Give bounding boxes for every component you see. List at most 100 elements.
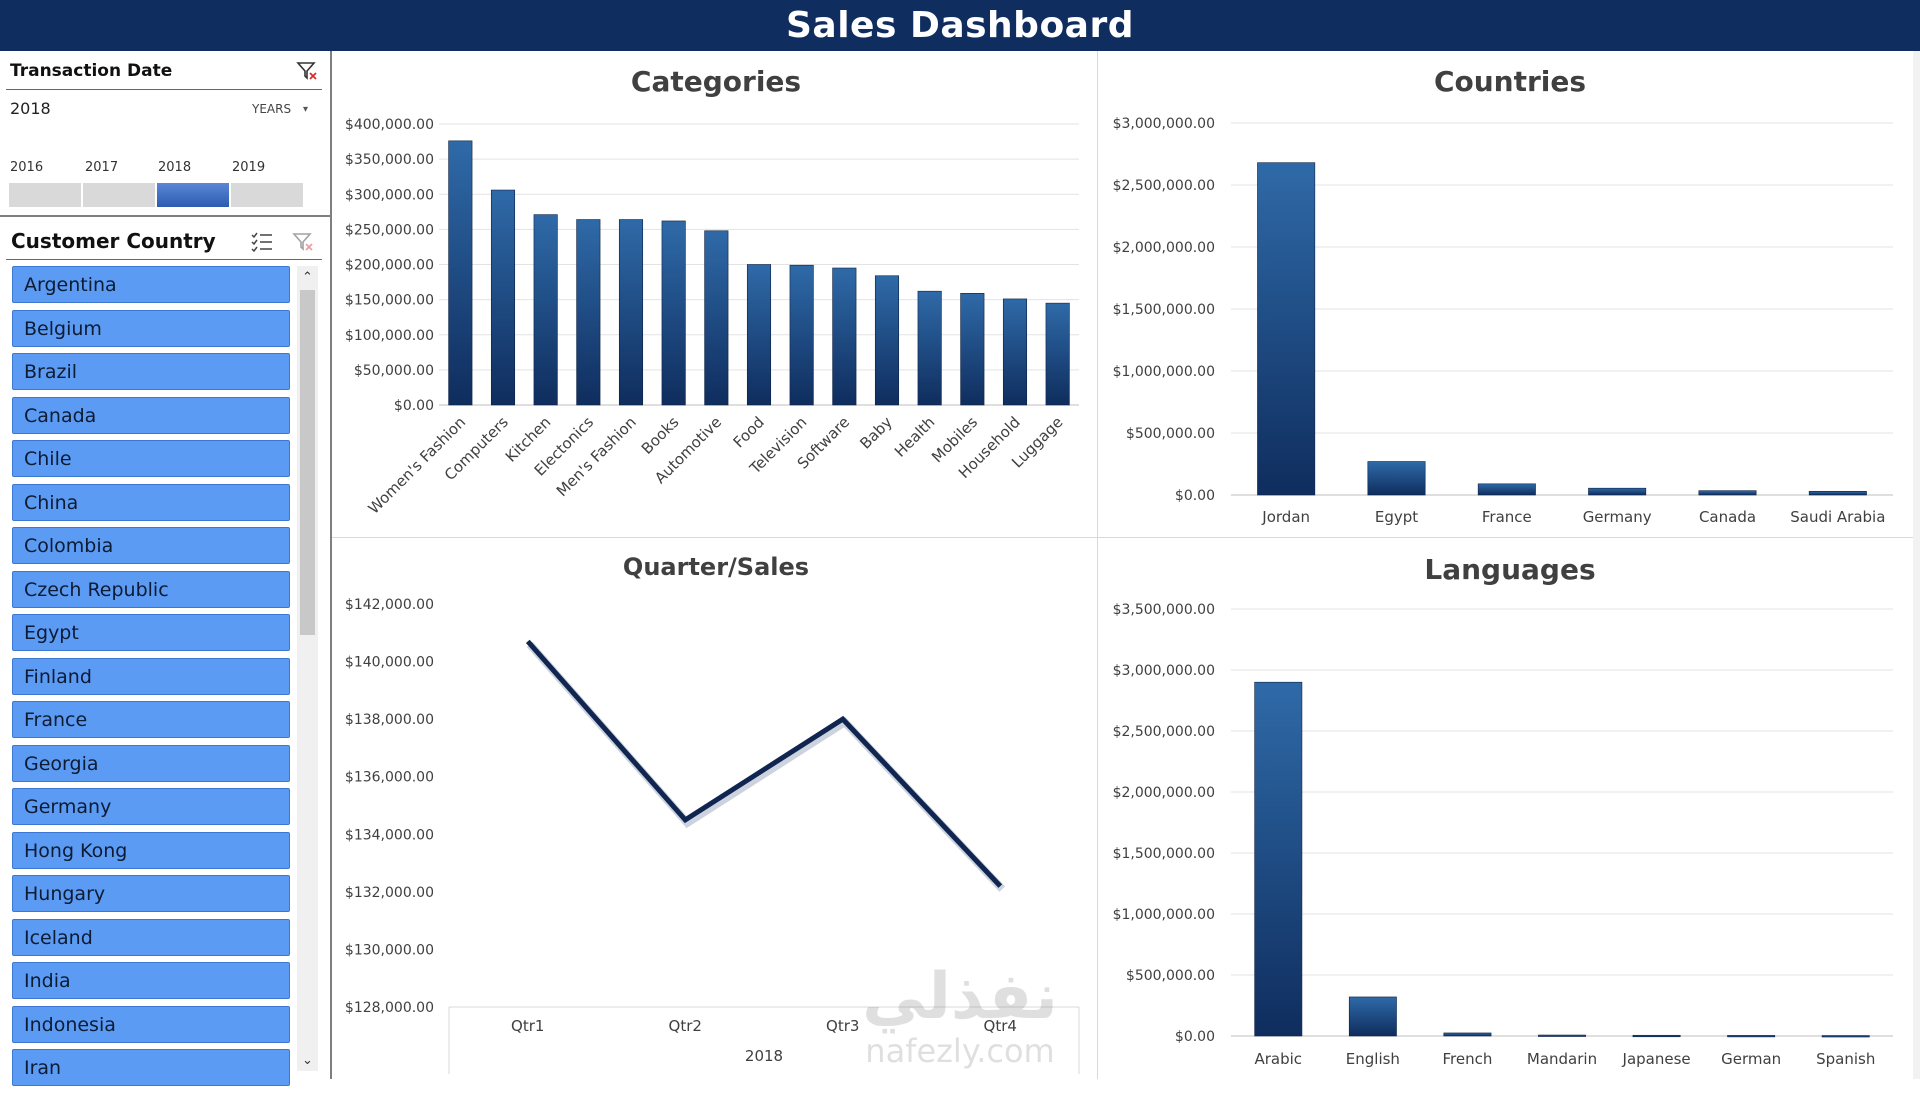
bar — [1368, 462, 1425, 495]
slicer-item[interactable]: Georgia — [12, 745, 290, 782]
y-tick-label: $134,000.00 — [345, 827, 434, 843]
chevron-up-icon[interactable]: ⌃ — [297, 266, 318, 288]
categories-chart-svg: Categories$0.00$50,000.00$100,000.00$150… — [334, 52, 1096, 536]
timeline-year-label: 2017 — [85, 160, 118, 175]
slicer-item[interactable]: Colombia — [12, 527, 290, 564]
countries-chart[interactable]: Countries$0.00$500,000.00$1,000,000.00$1… — [1099, 52, 1913, 536]
slicer-item[interactable]: India — [12, 962, 290, 999]
quarter-sales-chart[interactable]: Quarter/Sales $128,000.00 $130,000.00 $132,… — [334, 539, 1096, 1079]
y-tick-label: $128,000.00 — [345, 1000, 434, 1016]
bar — [961, 293, 984, 405]
y-tick-label: $2,000,000.00 — [1113, 785, 1215, 801]
slicer-scrollbar[interactable]: ⌃ ⌄ — [297, 266, 318, 1071]
bar — [705, 231, 728, 405]
y-tick-label: $3,000,000.00 — [1113, 663, 1215, 679]
slicer-item[interactable]: Indonesia — [12, 1006, 290, 1043]
bar — [619, 220, 642, 405]
x-category-label: Qtr1 — [511, 1017, 544, 1035]
timeline-rule — [6, 89, 322, 90]
timeline-year-label: 2019 — [232, 160, 265, 175]
clear-filter-icon[interactable] — [296, 60, 318, 82]
y-tick-label: $100,000.00 — [345, 328, 434, 344]
slicer-item[interactable]: China — [12, 484, 290, 521]
timeline-segment-2018[interactable] — [157, 183, 229, 207]
bar — [1538, 1035, 1585, 1037]
slicer-item[interactable]: Iceland — [12, 919, 290, 956]
timeline-segment-2017[interactable] — [83, 183, 155, 207]
y-tick-label: $0.00 — [1175, 1029, 1215, 1045]
categories-chart[interactable]: Categories$0.00$50,000.00$100,000.00$150… — [334, 52, 1096, 536]
timeline-segment-2016[interactable] — [9, 183, 81, 207]
timeline-level-dropdown[interactable]: YEARS — [252, 102, 291, 116]
chart-title: Quarter/Sales — [623, 553, 809, 581]
clear-filter-icon[interactable] — [292, 231, 314, 253]
slicer-item[interactable]: France — [12, 701, 290, 738]
bar — [747, 265, 770, 406]
x-category-label: Qtr4 — [984, 1017, 1017, 1035]
slicer-item[interactable]: Belgium — [12, 310, 290, 347]
y-tick-label: $0.00 — [1175, 488, 1215, 504]
x-category-label: France — [1482, 508, 1532, 526]
x-category-label: Saudi Arabia — [1790, 508, 1885, 526]
chevron-down-icon[interactable]: ▾ — [303, 104, 308, 115]
languages-chart-svg: Languages$0.00$500,000.00$1,000,000.00$1… — [1099, 539, 1913, 1079]
bar — [790, 265, 813, 405]
x-group-label: 2018 — [745, 1047, 783, 1065]
timeline-selected-range: 2018 — [10, 99, 51, 118]
y-tick-label: $132,000.00 — [345, 885, 434, 901]
timeline-year-label: 2018 — [158, 160, 191, 175]
x-category-label: Food — [730, 413, 768, 451]
chart-title: Countries — [1434, 65, 1586, 98]
slicer-items: Argentina Belgium Brazil Canada Chile China Co… — [12, 266, 290, 1093]
filter-pane: Transaction Date 2018 YEARS ▾ 2016 2017 … — [0, 51, 332, 1079]
slicer-item[interactable]: Iran — [12, 1049, 290, 1086]
slicer-item[interactable]: Chile — [12, 440, 290, 477]
x-category-label: Arabic — [1255, 1050, 1303, 1068]
bar — [1003, 299, 1026, 405]
x-category-label: German — [1721, 1050, 1781, 1068]
quarter-sales-chart-svg: Quarter/Sales $128,000.00 $130,000.00 $132,… — [334, 539, 1096, 1079]
slicer-item[interactable]: Egypt — [12, 614, 290, 651]
slicer-rule — [6, 259, 322, 260]
bar — [577, 220, 600, 405]
countries-chart-svg: Countries$0.00$500,000.00$1,000,000.00$1… — [1099, 52, 1913, 536]
y-tick-label: $250,000.00 — [345, 222, 434, 238]
panel-divider-horizontal — [332, 537, 1920, 538]
slicer-item[interactable]: Canada — [12, 397, 290, 434]
y-tick-label: $1,000,000.00 — [1113, 907, 1215, 923]
slicer-item[interactable]: Czech Republic — [12, 571, 290, 608]
y-tick-label: $400,000.00 — [345, 117, 434, 133]
slicer-item[interactable]: Hong Kong — [12, 832, 290, 869]
customer-country-slicer: Customer Country Argentina Belgium Brazil C… — [0, 219, 330, 1079]
bar — [1255, 682, 1302, 1036]
languages-chart[interactable]: Languages$0.00$500,000.00$1,000,000.00$1… — [1099, 539, 1913, 1079]
y-tick-label: $136,000.00 — [345, 770, 434, 786]
y-tick-label: $500,000.00 — [1126, 968, 1215, 984]
timeline-year-labels: 2016 2017 2018 2019 — [10, 160, 310, 180]
x-category-label: Jordan — [1261, 508, 1310, 526]
x-category-label: Mandarin — [1527, 1050, 1597, 1068]
y-tick-label: $300,000.00 — [345, 187, 434, 203]
timeline-segment-2019[interactable] — [231, 183, 303, 207]
slicer-item[interactable]: Argentina — [12, 266, 290, 303]
dashboard-title: Sales Dashboard — [786, 5, 1134, 46]
multi-select-icon[interactable] — [250, 231, 274, 253]
chart-title: Categories — [631, 65, 801, 98]
slicer-header: Customer Country — [0, 219, 330, 263]
slicer-item[interactable]: Finland — [12, 658, 290, 695]
y-tick-label: $130,000.00 — [345, 942, 434, 958]
slicer-item[interactable]: Brazil — [12, 353, 290, 390]
y-tick-label: $142,000.00 — [345, 597, 434, 613]
chevron-down-icon[interactable]: ⌄ — [297, 1049, 318, 1071]
bar — [1588, 488, 1645, 495]
scrollbar-thumb[interactable] — [300, 290, 315, 635]
dashboard-header: Sales Dashboard — [0, 0, 1920, 51]
transaction-date-timeline[interactable]: Transaction Date 2018 YEARS ▾ 2016 2017 … — [0, 51, 330, 217]
window-scrollbar[interactable] — [1913, 51, 1920, 1079]
timeline-bar[interactable] — [9, 183, 303, 207]
bar — [491, 190, 514, 405]
bar — [918, 291, 941, 405]
slicer-item[interactable]: Hungary — [12, 875, 290, 912]
bar — [1699, 491, 1756, 495]
slicer-item[interactable]: Germany — [12, 788, 290, 825]
